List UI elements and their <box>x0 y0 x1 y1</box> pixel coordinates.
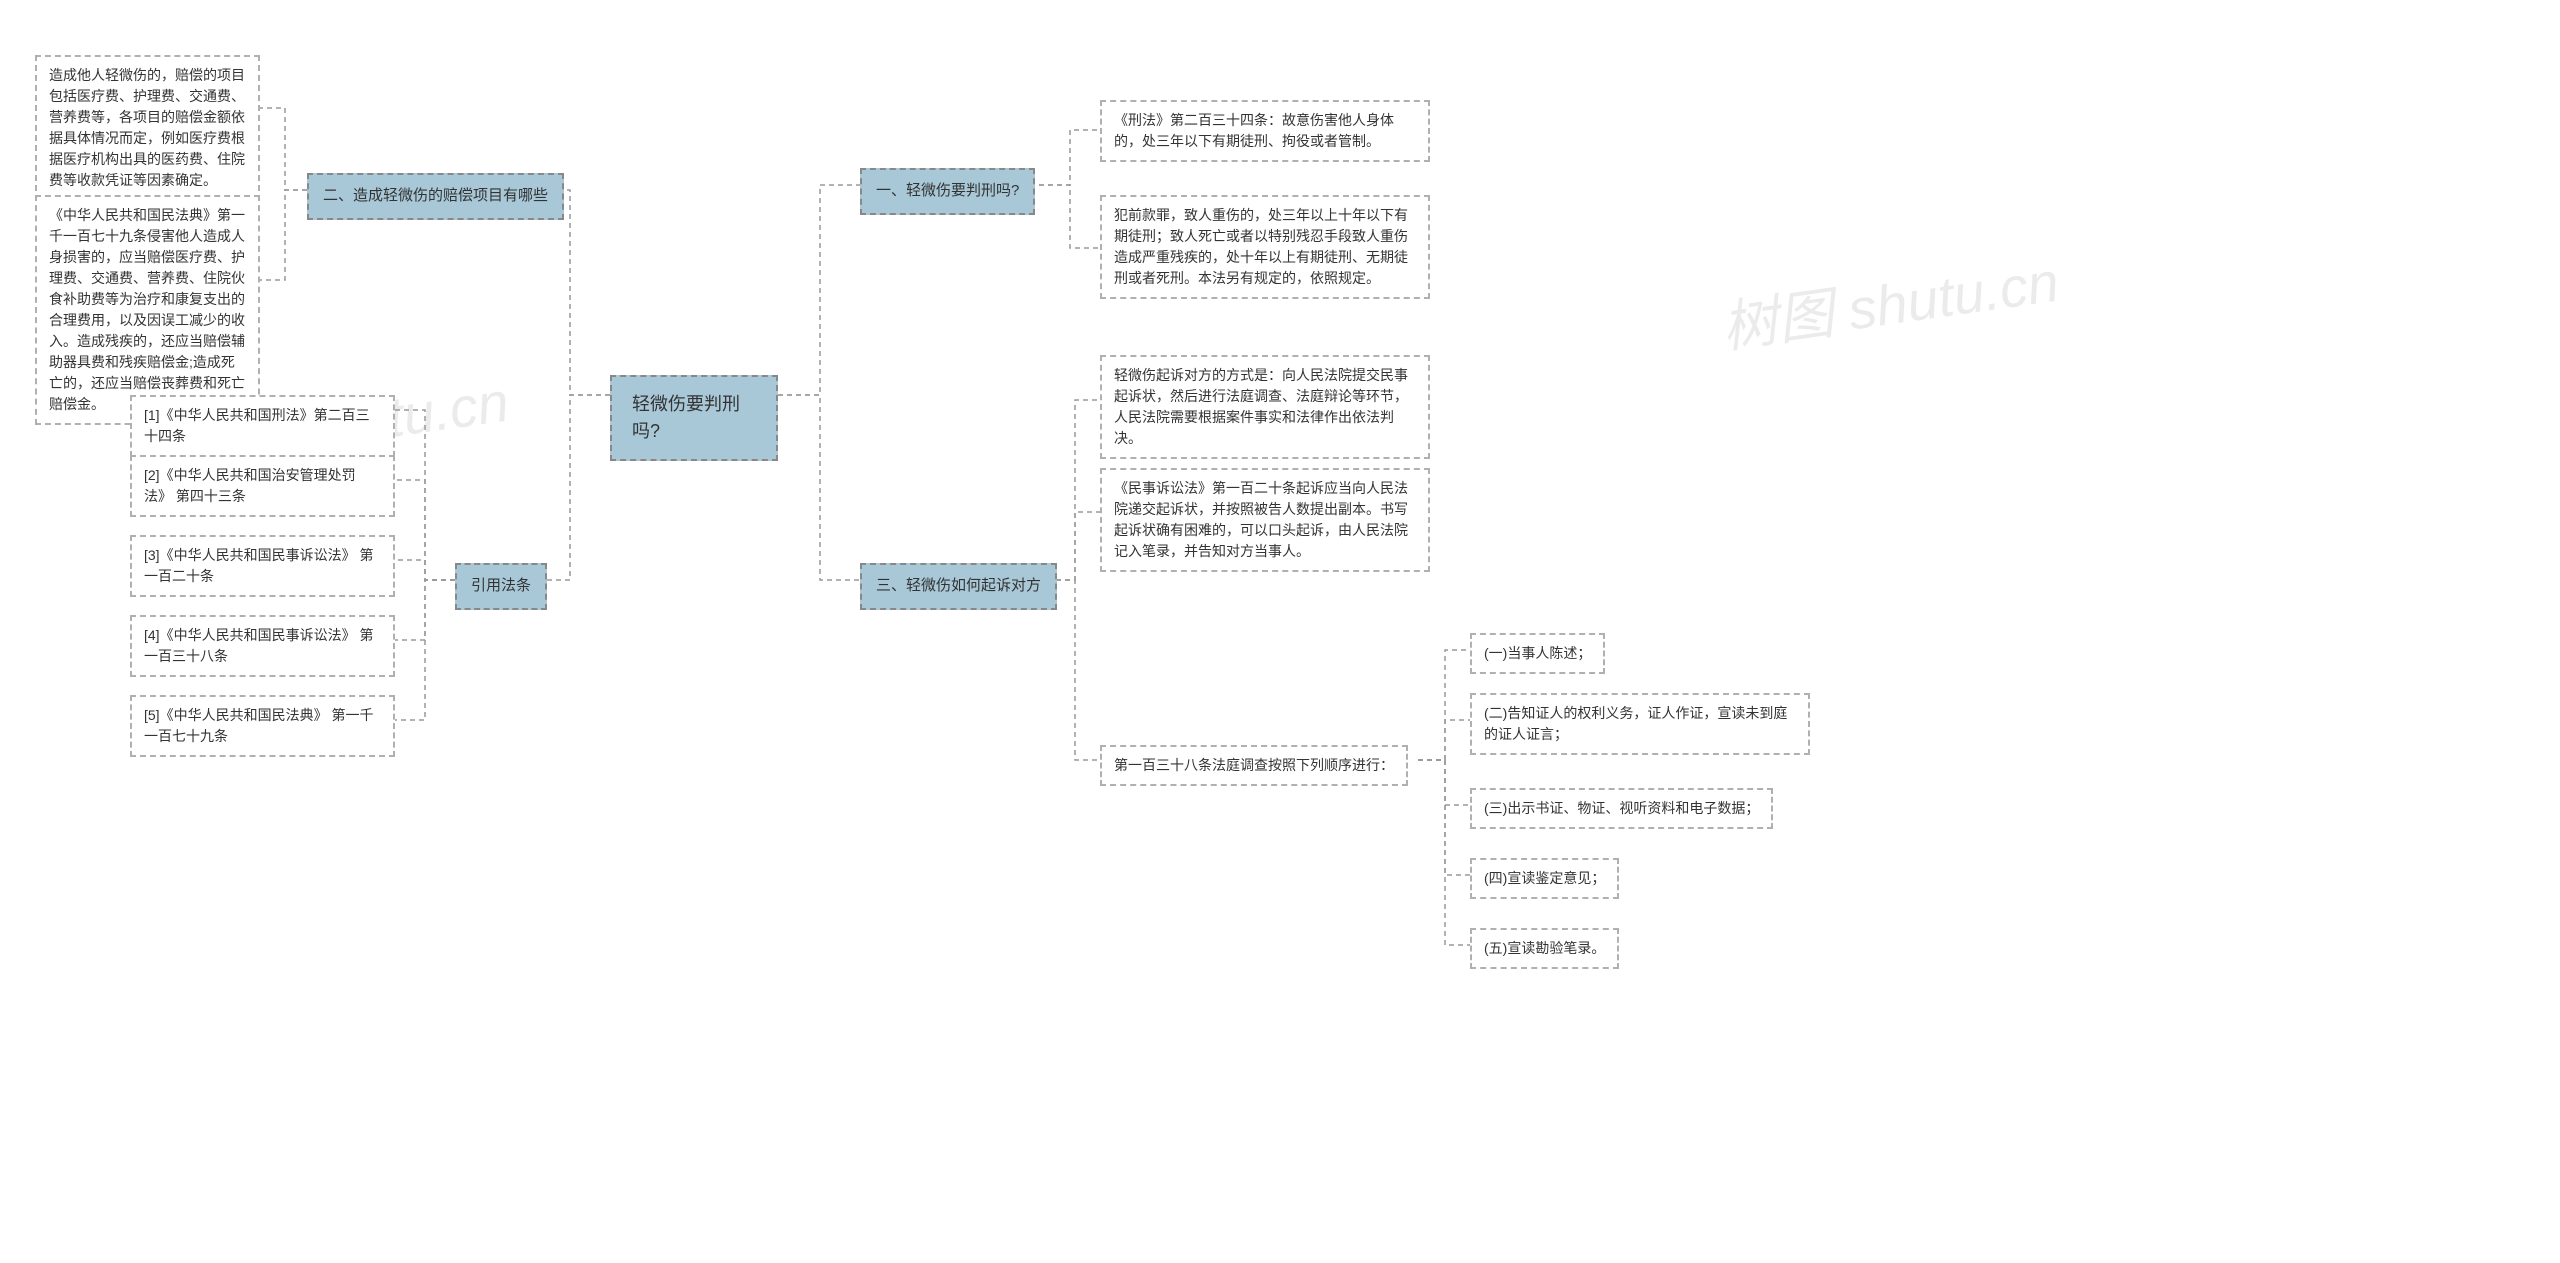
branch-2: 二、造成轻微伤的赔偿项目有哪些 <box>307 173 564 220</box>
leaf-b4-1: [1]《中华人民共和国刑法》第二百三十四条 <box>130 395 395 457</box>
leaf-b4-5: [5]《中华人民共和国民法典》 第一千一百七十九条 <box>130 695 395 757</box>
branch-1: 一、轻微伤要判刑吗? <box>860 168 1035 215</box>
leaf-b4-4: [4]《中华人民共和国民事诉讼法》 第一百三十八条 <box>130 615 395 677</box>
leaf-b3-3-2: (二)告知证人的权利义务，证人作证，宣读未到庭的证人证言； <box>1470 693 1810 755</box>
leaf-b3-3: 第一百三十八条法庭调查按照下列顺序进行： <box>1100 745 1408 786</box>
watermark-right: 树图 shutu.cn <box>1716 237 2063 364</box>
leaf-b1-2: 犯前款罪，致人重伤的，处三年以上十年以下有期徒刑；致人死亡或者以特别残忍手段致人… <box>1100 195 1430 299</box>
leaf-b3-3-1: (一)当事人陈述； <box>1470 633 1605 674</box>
leaf-b2-1: 造成他人轻微伤的，赔偿的项目包括医疗费、护理费、交通费、营养费等，各项目的赔偿金… <box>35 55 260 201</box>
branch-4: 引用法条 <box>455 563 547 610</box>
leaf-b3-2: 《民事诉讼法》第一百二十条起诉应当向人民法院递交起诉状，并按照被告人数提出副本。… <box>1100 468 1430 572</box>
leaf-b3-3-5: (五)宣读勘验笔录。 <box>1470 928 1619 969</box>
leaf-b3-1: 轻微伤起诉对方的方式是：向人民法院提交民事起诉状，然后进行法庭调查、法庭辩论等环… <box>1100 355 1430 459</box>
leaf-b4-3: [3]《中华人民共和国民事诉讼法》 第一百二十条 <box>130 535 395 597</box>
leaf-b2-2: 《中华人民共和国民法典》第一千一百七十九条侵害他人造成人身损害的，应当赔偿医疗费… <box>35 195 260 425</box>
root-node: 轻微伤要判刑吗? <box>610 375 778 461</box>
leaf-b3-3-3: (三)出示书证、物证、视听资料和电子数据； <box>1470 788 1773 829</box>
leaf-b1-1: 《刑法》第二百三十四条：故意伤害他人身体的，处三年以下有期徒刑、拘役或者管制。 <box>1100 100 1430 162</box>
leaf-b4-2: [2]《中华人民共和国治安管理处罚法》 第四十三条 <box>130 455 395 517</box>
leaf-b3-3-4: (四)宣读鉴定意见； <box>1470 858 1619 899</box>
branch-3: 三、轻微伤如何起诉对方 <box>860 563 1057 610</box>
